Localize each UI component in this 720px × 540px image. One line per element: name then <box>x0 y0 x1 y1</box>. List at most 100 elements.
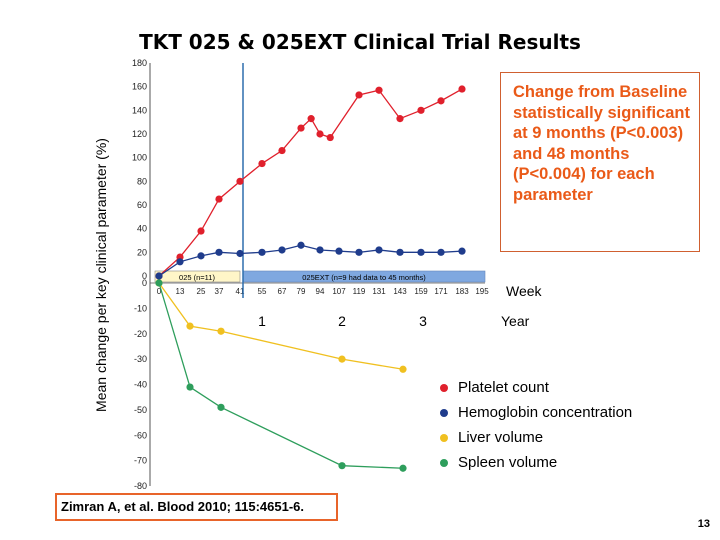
y-tick-label: -30 <box>134 354 147 364</box>
platelet-point <box>375 86 383 94</box>
x-tick-label-week: 13 <box>176 287 185 296</box>
y-tick-label: -10 <box>134 303 147 313</box>
hemoglobin-point <box>458 247 466 255</box>
hemoglobin-point <box>258 248 266 256</box>
platelet-point <box>307 115 315 123</box>
y-tick-label: 140 <box>132 105 147 115</box>
spleen-point <box>217 403 225 411</box>
legend-item-liver: Liver volume <box>440 425 632 450</box>
liver-point <box>338 355 346 363</box>
spleen-line <box>158 282 404 469</box>
platelet-point <box>458 85 466 93</box>
legend-label: Platelet count <box>458 379 549 396</box>
platelet-point <box>197 227 205 235</box>
hemoglobin-point <box>215 248 223 256</box>
y-tick-label: -80 <box>134 481 147 491</box>
legend-item-platelet: Platelet count <box>440 375 632 400</box>
x-tick-label-week: 183 <box>455 287 469 296</box>
hemoglobin-point <box>437 248 445 256</box>
platelet-point <box>437 97 445 105</box>
liver-point <box>399 365 407 373</box>
band-025 <box>154 270 241 283</box>
hemoglobin-point <box>155 272 163 280</box>
platelet-point <box>417 106 425 114</box>
x-tick-label-year: 2 <box>338 313 346 329</box>
y-tick-label: 160 <box>132 82 147 92</box>
x-tick-label-week: 131 <box>372 287 386 296</box>
band-label: 025 (n=11) <box>179 273 215 282</box>
y-tick-label: 40 <box>137 224 147 234</box>
x-tick-label-week: 171 <box>434 287 448 296</box>
platelet-point <box>258 159 266 168</box>
x-tick-label-week: 55 <box>258 287 267 296</box>
legend-label: Hemoglobin concentration <box>458 404 633 421</box>
page-number: 13 <box>697 518 710 530</box>
spleen-point <box>399 464 407 472</box>
legend-item-hemoglobin: Hemoglobin concentration <box>440 400 632 425</box>
citation: Zimran A, et al. Blood 2010; 115:4651-6. <box>55 493 338 521</box>
hemoglobin-point <box>316 246 324 254</box>
x-tick-label-week: 107 <box>332 287 346 296</box>
y-tick-label: 0 <box>142 271 147 281</box>
y-tick-label: -20 <box>134 329 147 339</box>
legend-marker-liver <box>440 433 448 442</box>
legend-label: Spleen volume <box>458 454 558 471</box>
x-tick-label-week: 79 <box>297 287 306 296</box>
spleen-point <box>186 383 194 391</box>
hemoglobin-point <box>355 248 363 256</box>
platelet-point <box>316 130 324 138</box>
y-tick-label: 0 <box>142 278 147 288</box>
annotation-box: Change from Baseline statistically signi… <box>500 72 700 252</box>
x-tick-label-week: 159 <box>414 287 428 296</box>
x-tick-label-week: 119 <box>353 287 366 296</box>
liver-point <box>186 322 194 330</box>
y-tick-label: 60 <box>137 200 147 210</box>
legend-marker-spleen <box>440 458 448 467</box>
legend-item-spleen: Spleen volume <box>440 450 632 475</box>
x-axis-label-year: Year <box>501 313 530 329</box>
x-tick-label-week: 195 <box>475 287 489 296</box>
x-tick-label-year: 1 <box>258 313 266 329</box>
x-tick-label-week: 37 <box>215 287 224 296</box>
x-axis-label-week: Week <box>506 283 542 299</box>
platelet-point <box>236 177 244 185</box>
hemoglobin-point <box>335 247 343 255</box>
y-tick-label: -70 <box>134 456 147 466</box>
y-axis-title: Mean change per key clinical parameter (… <box>93 138 109 412</box>
x-tick-label-year: 3 <box>419 313 427 329</box>
hemoglobin-point <box>396 248 404 256</box>
y-tick-label: -60 <box>134 430 147 440</box>
y-tick-label: 80 <box>137 176 147 186</box>
platelet-point <box>326 133 334 142</box>
hemoglobin-point <box>236 249 244 258</box>
x-tick-label-week: 67 <box>278 287 287 296</box>
hemoglobin-point <box>297 241 305 249</box>
hemoglobin-point <box>176 258 184 266</box>
x-tick-label-week: 0 <box>157 287 162 296</box>
platelet-point <box>215 195 223 203</box>
hemoglobin-point <box>278 246 286 254</box>
x-tick-label-week: 94 <box>316 287 325 296</box>
hemoglobin-point <box>417 248 425 256</box>
x-tick-label-week: 25 <box>197 287 206 296</box>
x-tick-label-week: 41 <box>236 287 245 296</box>
hemoglobin-line <box>158 244 463 277</box>
y-tick-label: 120 <box>132 129 147 139</box>
spleen-point <box>155 279 163 287</box>
platelet-point <box>355 91 363 99</box>
y-tick-label: -40 <box>134 380 147 390</box>
hemoglobin-point <box>197 252 205 260</box>
legend: Platelet count Hemoglobin concentration … <box>440 375 632 475</box>
slide-title: TKT 025 & 025EXT Clinical Trial Results <box>139 30 581 54</box>
x-tick-label-week: 143 <box>393 287 407 296</box>
legend-marker-hemoglobin <box>440 408 448 417</box>
platelet-point <box>297 124 305 132</box>
platelet-point <box>278 146 286 155</box>
y-tick-label: 20 <box>137 247 147 257</box>
y-tick-label: 180 <box>132 58 147 68</box>
legend-label: Liver volume <box>458 429 544 446</box>
platelet-point <box>396 115 404 123</box>
y-tick-label: -50 <box>134 405 147 415</box>
spleen-point <box>338 462 346 470</box>
